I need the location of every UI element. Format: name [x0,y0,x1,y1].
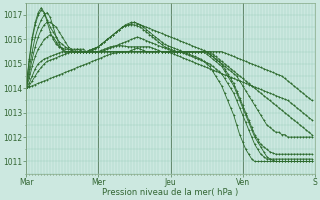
X-axis label: Pression niveau de la mer( hPa ): Pression niveau de la mer( hPa ) [102,188,239,197]
